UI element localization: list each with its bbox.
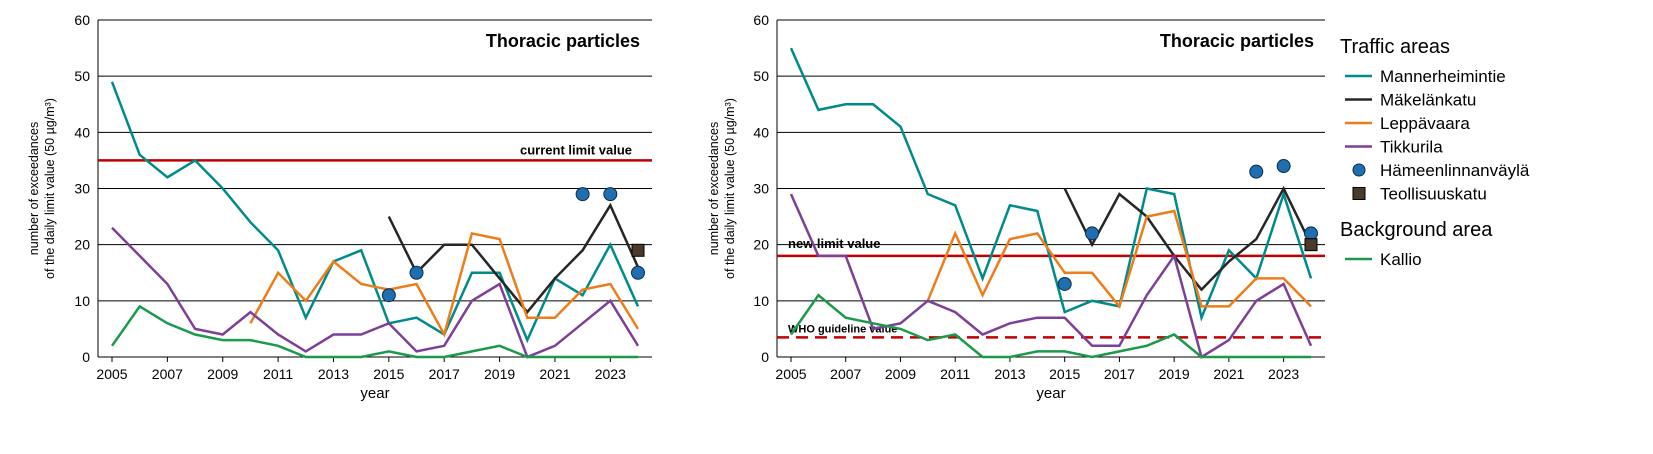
panel1-x-tick-label: 2005 (96, 366, 127, 382)
panel1-y-tick-label: 60 (74, 12, 90, 28)
panel2-x-tick-label: 2007 (830, 366, 861, 382)
panel1-series-line (111, 226, 640, 359)
legend-entry-label: Mannerheimintie (1380, 67, 1506, 86)
panel2-series-line (789, 47, 1313, 322)
panel1-chart-title: Thoracic particles (486, 31, 640, 51)
panel1-x-tick-label: 2021 (539, 366, 570, 382)
panel2-x-tick-label: 2023 (1268, 366, 1299, 382)
panel2-reference-line-label: new limit value (788, 236, 880, 251)
panel2-y-tick-label: 20 (753, 237, 769, 253)
panel1-y-tick-label: 10 (74, 293, 90, 309)
panel1-series-line (110, 81, 640, 344)
panel1-y-axis-label-line1: number of exceedances (27, 122, 41, 255)
panel1-x-tick-label: 2013 (318, 366, 349, 382)
panel1-y-axis-label-line2: of the daily limit value (50 µg/m³) (43, 98, 57, 279)
panel2-series-point (1249, 164, 1264, 179)
panel1-y-tick-label: 20 (74, 237, 90, 253)
panel1-x-tick-label: 2023 (595, 366, 626, 382)
panel1-x-tick-label: 2015 (373, 366, 404, 382)
panel1-x-tick-label: 2017 (429, 366, 460, 382)
panel1-series-point (603, 187, 618, 202)
panel1-series-line (110, 304, 638, 359)
panel2-y-tick-label: 60 (753, 12, 769, 28)
legend-group-title: Background area (1340, 219, 1493, 241)
panel2-series-line (789, 193, 1313, 359)
panel2-series-point (1057, 276, 1072, 291)
panel2-series-point (1304, 226, 1318, 241)
panel2-series-line (1063, 185, 1313, 292)
panel1-x-tick-label: 2007 (152, 366, 183, 382)
panel2-y-tick-label: 40 (753, 124, 769, 140)
panel1-x-tick-label: 2019 (484, 366, 515, 382)
panel1-series-point (575, 187, 590, 202)
legend-group-title: Traffic areas (1340, 36, 1450, 58)
panel1-series-point (631, 265, 645, 280)
panel2-y-axis-label-line1: number of exceedances (707, 122, 721, 255)
panel1-series-point (631, 243, 645, 257)
panel2-series-point (1304, 238, 1318, 252)
panel1-series-point (409, 265, 424, 280)
panel2-y-tick-label: 50 (753, 68, 769, 84)
legend-entry-label: Kallio (1380, 250, 1422, 269)
panel1-series-line (249, 231, 640, 338)
legend-entry-label: Tikkurila (1380, 138, 1443, 157)
panel1-y-tick-label: 40 (74, 124, 90, 140)
panel1-reference-line-label: current limit value (520, 142, 632, 157)
legend-swatch (1352, 163, 1366, 177)
panel2-x-tick-label: 2005 (775, 366, 806, 382)
panel2-series-line (926, 209, 1312, 310)
legend-entry-label: Leppävaara (1380, 114, 1470, 133)
panel1-series-point (381, 288, 396, 303)
panel1-x-tick-label: 2009 (207, 366, 238, 382)
panel2-x-tick-label: 2013 (994, 366, 1025, 382)
panel1-x-tick-label: 2011 (263, 366, 293, 382)
panel1-y-tick-label: 0 (82, 349, 90, 365)
panel1-x-axis-label: year (360, 385, 389, 402)
panel1-y-tick-label: 50 (74, 68, 90, 84)
panel2-reference-line-label: WHO guideline value (788, 323, 897, 335)
panel2-x-tick-label: 2011 (940, 366, 970, 382)
panel2-chart-title: Thoracic particles (1160, 31, 1314, 51)
legend-entry-label: Mäkelänkatu (1380, 91, 1476, 110)
panel2-x-tick-label: 2015 (1049, 366, 1080, 382)
panel1-series-line (387, 202, 640, 315)
legend-entry-label: Hämeenlinnanväylä (1380, 161, 1530, 180)
panel2-x-axis-label: year (1036, 385, 1065, 402)
panel2-x-tick-label: 2009 (885, 366, 916, 382)
panel1-y-tick-label: 30 (74, 181, 90, 197)
panel2-series-point (1276, 159, 1291, 174)
panel2-y-tick-label: 0 (761, 349, 769, 365)
panel2-x-tick-label: 2019 (1159, 366, 1190, 382)
panel2-y-tick-label: 10 (753, 293, 769, 309)
panel2-x-tick-label: 2017 (1104, 366, 1135, 382)
legend-entry-label: Teollisuuskatu (1380, 185, 1487, 204)
panel2-series-line (789, 293, 1311, 359)
legend-swatch (1352, 187, 1366, 200)
panel2-y-axis-label-line2: of the daily limit value (50 µg/m³) (723, 98, 737, 279)
panel2-series-point (1085, 226, 1100, 241)
panel2-y-tick-label: 30 (753, 181, 769, 197)
panel2-x-tick-label: 2021 (1213, 366, 1244, 382)
